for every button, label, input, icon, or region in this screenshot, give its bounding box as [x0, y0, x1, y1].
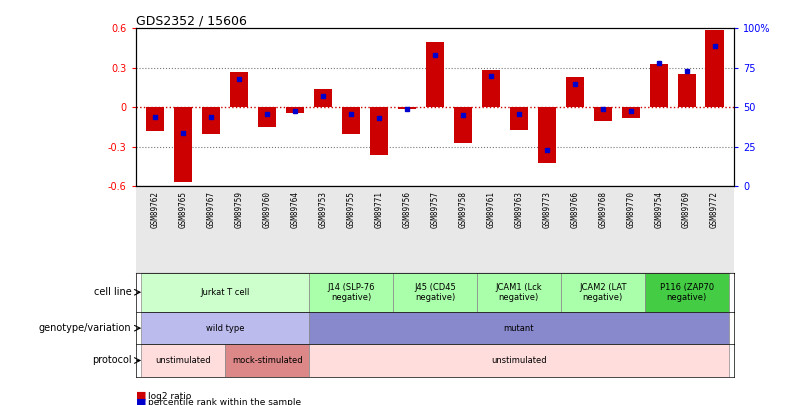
Bar	[594, 107, 612, 121]
Text: GSM89754: GSM89754	[654, 191, 663, 228]
Text: GSM89767: GSM89767	[207, 191, 215, 228]
Text: ■: ■	[136, 398, 146, 405]
Text: GSM89757: GSM89757	[430, 191, 440, 228]
Text: J14 (SLP-76
negative): J14 (SLP-76 negative)	[327, 283, 375, 302]
Text: GSM89770: GSM89770	[626, 191, 635, 228]
Bar	[477, 273, 561, 312]
Text: GDS2352 / 15606: GDS2352 / 15606	[136, 14, 247, 27]
Text: protocol: protocol	[92, 356, 132, 365]
Bar	[426, 42, 444, 107]
Text: GSM89763: GSM89763	[515, 191, 523, 228]
Text: GSM89769: GSM89769	[682, 191, 691, 228]
Text: cell line: cell line	[93, 287, 132, 297]
Bar	[538, 107, 556, 163]
Text: log2 ratio: log2 ratio	[148, 392, 191, 401]
Bar	[309, 344, 729, 377]
Text: GSM89756: GSM89756	[402, 191, 412, 228]
Text: P116 (ZAP70
negative): P116 (ZAP70 negative)	[660, 283, 713, 302]
Text: J45 (CD45
negative): J45 (CD45 negative)	[414, 283, 456, 302]
Bar	[225, 344, 309, 377]
Text: wild type: wild type	[206, 324, 244, 333]
Text: JCAM2 (LAT
negative): JCAM2 (LAT negative)	[579, 283, 626, 302]
Bar	[454, 107, 472, 143]
Text: GSM89753: GSM89753	[318, 191, 327, 228]
Bar	[309, 273, 393, 312]
Text: JCAM1 (Lck
negative): JCAM1 (Lck negative)	[496, 283, 542, 302]
Bar	[342, 107, 360, 134]
Bar	[650, 64, 668, 107]
Text: GSM89764: GSM89764	[290, 191, 299, 228]
Text: GSM89758: GSM89758	[458, 191, 468, 228]
Bar	[510, 107, 528, 130]
Text: GSM89772: GSM89772	[710, 191, 719, 228]
Text: GSM89768: GSM89768	[598, 191, 607, 228]
Bar	[286, 107, 304, 113]
Text: GSM89760: GSM89760	[263, 191, 271, 228]
Text: GSM89773: GSM89773	[543, 191, 551, 228]
Text: GSM89765: GSM89765	[179, 191, 188, 228]
Bar	[482, 70, 500, 107]
Text: GSM89766: GSM89766	[571, 191, 579, 228]
Text: mutant: mutant	[504, 324, 534, 333]
Text: genotype/variation: genotype/variation	[39, 323, 132, 333]
Bar	[398, 107, 416, 109]
Text: mock-stimulated: mock-stimulated	[231, 356, 302, 365]
Text: unstimulated: unstimulated	[491, 356, 547, 365]
Bar	[230, 72, 248, 107]
Bar	[174, 107, 192, 182]
Text: GSM89755: GSM89755	[346, 191, 355, 228]
Bar	[622, 107, 640, 118]
Bar	[309, 312, 729, 344]
Text: GSM89762: GSM89762	[151, 191, 160, 228]
Bar	[202, 107, 220, 134]
Bar	[146, 107, 164, 131]
Bar	[141, 273, 309, 312]
Bar	[314, 89, 332, 107]
Text: ■: ■	[136, 391, 146, 401]
Bar	[561, 273, 645, 312]
Text: GSM89759: GSM89759	[235, 191, 243, 228]
Text: Jurkat T cell: Jurkat T cell	[200, 288, 250, 297]
Bar	[258, 107, 276, 127]
Text: percentile rank within the sample: percentile rank within the sample	[148, 398, 301, 405]
Text: GSM89771: GSM89771	[374, 191, 384, 228]
Text: GSM89761: GSM89761	[486, 191, 496, 228]
Text: unstimulated: unstimulated	[156, 356, 211, 365]
Bar	[705, 30, 724, 107]
Bar	[393, 273, 477, 312]
Bar	[141, 312, 309, 344]
Bar	[141, 344, 225, 377]
Bar	[566, 77, 584, 107]
Bar	[678, 75, 696, 107]
Bar	[370, 107, 388, 155]
Bar	[645, 273, 729, 312]
